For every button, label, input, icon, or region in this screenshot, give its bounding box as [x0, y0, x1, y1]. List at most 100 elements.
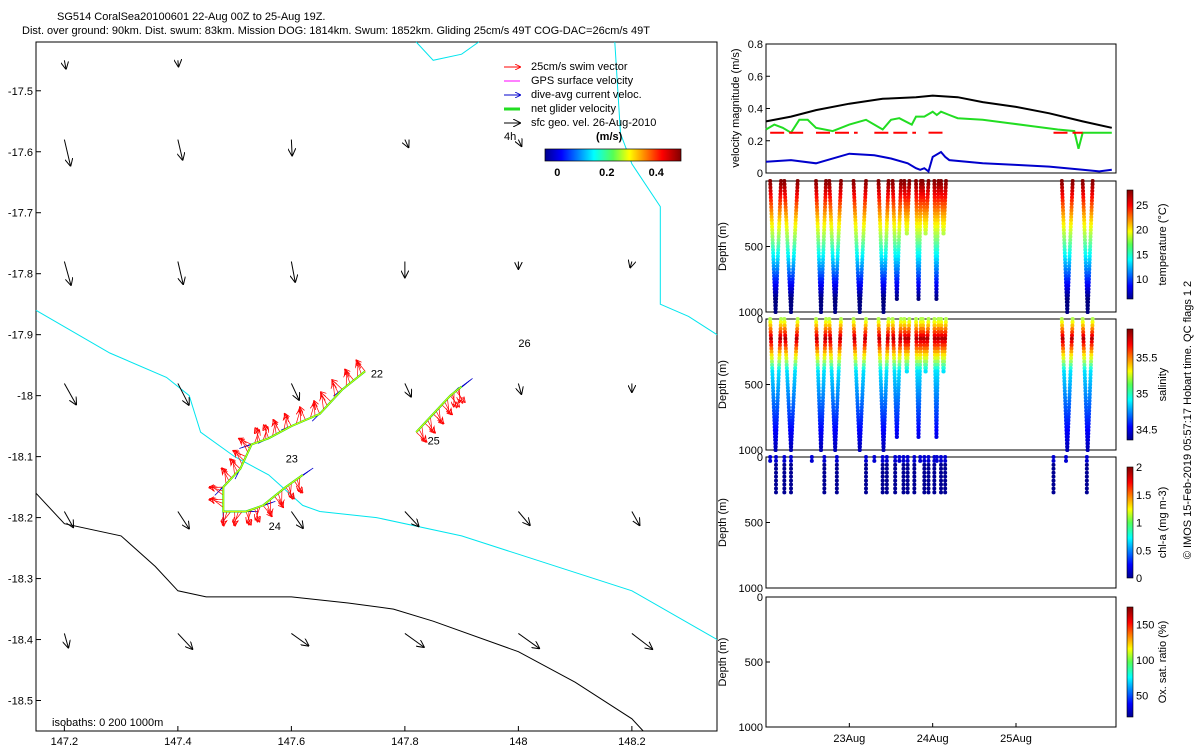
profile-sample: [776, 244, 781, 249]
profile-sample: [837, 359, 842, 364]
profile-sample: [905, 346, 910, 351]
profile-sample: [794, 195, 799, 200]
geostrophic-velocity-arrow: [177, 633, 192, 649]
profile-sample: [827, 185, 832, 190]
profile-sample: [906, 333, 911, 338]
profile-sample: [790, 273, 795, 278]
profile-sample: [941, 369, 946, 374]
velocity-ytick-label: 0.8: [748, 39, 763, 51]
profile-sample: [817, 398, 822, 403]
profile-sample: [896, 251, 901, 256]
profile-sample: [793, 356, 798, 361]
profile-sample: [895, 425, 900, 430]
profile-sample: [774, 421, 779, 426]
profile-sample: [942, 205, 947, 210]
profile-sample: [912, 455, 917, 459]
geostrophic-velocity-arrow: [290, 383, 299, 399]
profile-sample: [885, 195, 890, 200]
profile-sample: [785, 385, 790, 390]
profile-sample: [1082, 215, 1087, 220]
swim-vector: [254, 430, 259, 444]
profile-sample: [770, 241, 775, 246]
profile-sample: [924, 362, 929, 367]
profile-sample: [777, 224, 782, 229]
profile-sample: [824, 317, 828, 321]
profile-sample: [1062, 369, 1066, 374]
profile-sample: [879, 257, 884, 262]
profile-sample: [790, 280, 795, 285]
profile-sample: [1068, 221, 1073, 226]
profile-sample: [897, 369, 902, 374]
profile-sample: [817, 257, 821, 262]
profile-sample: [943, 478, 948, 483]
profile-sample: [882, 287, 887, 292]
profile-sample: [1084, 466, 1089, 471]
profile-sample: [792, 389, 796, 394]
profile-sample: [1083, 389, 1088, 394]
profile-sample: [786, 402, 791, 407]
profile-sample: [791, 264, 796, 269]
profile-sample: [785, 372, 790, 377]
profile-sample: [833, 444, 838, 449]
profile-sample: [783, 198, 788, 203]
profile-sample: [1084, 455, 1089, 459]
profile-sample: [914, 205, 919, 210]
profile-sample: [1086, 415, 1091, 420]
profile-sample: [778, 320, 783, 325]
colorbar-label: salinity: [1157, 367, 1169, 401]
profile-sample: [921, 195, 926, 200]
profile-sample: [916, 287, 921, 292]
profile-sample: [914, 208, 919, 213]
profile-sample: [1063, 264, 1068, 269]
profile-sample: [1088, 362, 1093, 367]
profile-sample: [822, 218, 827, 223]
profile-sample: [897, 234, 902, 239]
profile-sample: [1068, 359, 1073, 364]
profile-sample: [1083, 379, 1088, 384]
profile-sample: [789, 455, 793, 459]
profile-sample: [921, 188, 926, 193]
profile-sample: [883, 395, 888, 400]
profile-sample: [924, 208, 929, 213]
profile-sample: [920, 182, 925, 187]
profile-sample: [854, 372, 859, 377]
swim-vector: [247, 509, 252, 522]
profile-sample: [833, 438, 838, 443]
profile-sample: [932, 349, 937, 354]
profile-sample: [932, 211, 937, 216]
profile-sample: [860, 254, 865, 259]
profile-sample: [934, 273, 939, 278]
profile-sample: [942, 349, 947, 354]
profile-sample: [772, 411, 777, 416]
swim-vector: [255, 506, 261, 519]
profile-sample: [829, 369, 834, 374]
profile-sample: [768, 182, 773, 187]
profile-sample: [769, 201, 774, 206]
profile-sample: [783, 343, 788, 348]
profile-sample: [836, 224, 841, 229]
profile-sample: [823, 320, 828, 325]
isobath-0m: [415, 41, 479, 61]
profile-sample: [852, 208, 857, 213]
profile-sample: [858, 431, 863, 436]
profile-sample: [883, 247, 888, 252]
profile-sample: [1081, 201, 1086, 206]
profile-sample: [855, 270, 860, 275]
profile-sample: [1083, 241, 1088, 246]
profile-ytick-label: 500: [745, 242, 763, 254]
profile-sample: [917, 247, 922, 252]
profile-sample: [860, 247, 865, 252]
profile-sample: [815, 356, 820, 361]
profile-sample: [895, 418, 900, 423]
swim-vector: [439, 407, 441, 422]
profile-sample: [934, 402, 939, 407]
profile-sample: [1066, 270, 1071, 275]
profile-sample: [791, 260, 796, 265]
profile-sample: [827, 330, 832, 335]
profile-sample: [886, 182, 891, 187]
profile-sample: [881, 300, 886, 305]
profile-sample: [884, 362, 889, 367]
profile-sample: [879, 385, 884, 390]
profile-sample: [792, 375, 797, 380]
profile-sample: [834, 482, 839, 487]
